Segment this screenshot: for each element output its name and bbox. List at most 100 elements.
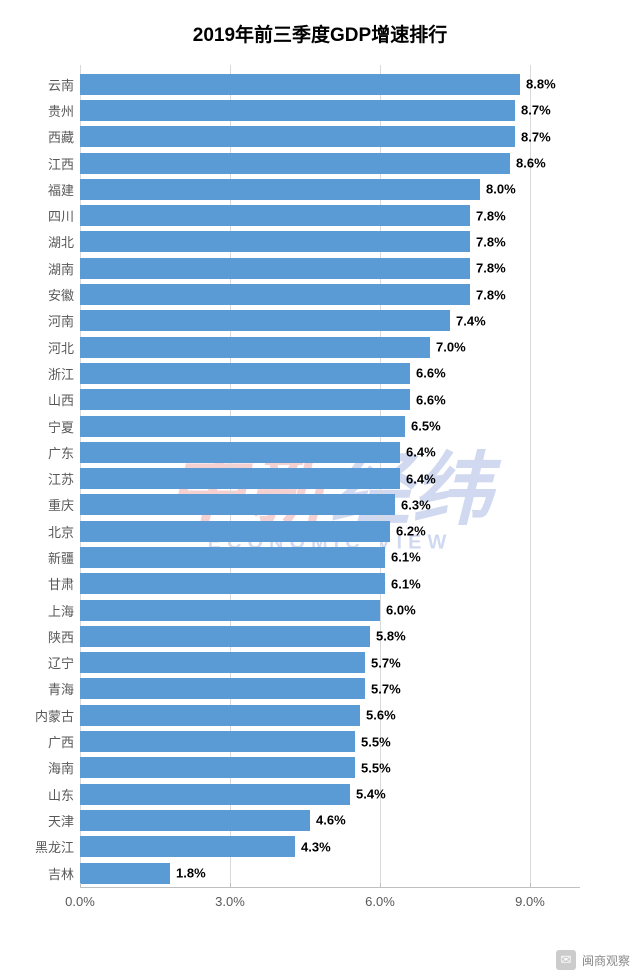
bar-row: 河北7.0% <box>80 334 580 360</box>
bar-value-label: 6.4% <box>406 471 436 486</box>
category-label: 上海 <box>20 601 74 620</box>
bar: 5.5% <box>80 757 355 778</box>
bar: 1.8% <box>80 863 170 884</box>
category-label: 浙江 <box>20 364 74 383</box>
bar: 7.4% <box>80 310 450 331</box>
bar-row: 贵州8.7% <box>80 97 580 123</box>
bar-value-label: 6.6% <box>416 366 446 381</box>
bar: 6.5% <box>80 416 405 437</box>
bar-row: 广东6.4% <box>80 439 580 465</box>
x-tick-label: 6.0% <box>365 894 395 909</box>
bar: 6.4% <box>80 468 400 489</box>
category-label: 宁夏 <box>20 417 74 436</box>
bar: 5.7% <box>80 678 365 699</box>
source-label: 闽商观察 <box>582 952 630 969</box>
bar: 6.2% <box>80 521 390 542</box>
bar-value-label: 6.5% <box>411 419 441 434</box>
bar-value-label: 6.3% <box>401 497 431 512</box>
category-label: 吉林 <box>20 864 74 883</box>
bar-value-label: 8.7% <box>521 129 551 144</box>
bar-value-label: 6.4% <box>406 445 436 460</box>
category-label: 四川 <box>20 206 74 225</box>
bar-value-label: 7.0% <box>436 340 466 355</box>
x-tick-label: 3.0% <box>215 894 245 909</box>
bar-value-label: 5.8% <box>376 629 406 644</box>
category-label: 江苏 <box>20 469 74 488</box>
bar-value-label: 5.5% <box>361 734 391 749</box>
bar-row: 新疆6.1% <box>80 544 580 570</box>
category-label: 内蒙古 <box>20 706 74 725</box>
category-label: 山西 <box>20 390 74 409</box>
category-label: 重庆 <box>20 495 74 514</box>
bar: 6.6% <box>80 363 410 384</box>
bar-row: 广西5.5% <box>80 728 580 754</box>
x-tick-label: 0.0% <box>65 894 95 909</box>
bar: 5.6% <box>80 705 360 726</box>
bar-row: 吉林1.8% <box>80 860 580 886</box>
bar-value-label: 7.8% <box>476 287 506 302</box>
bar-row: 浙江6.6% <box>80 360 580 386</box>
x-axis: 0.0%3.0%6.0%9.0% <box>80 887 580 915</box>
bar-row: 福建8.0% <box>80 176 580 202</box>
bar: 8.0% <box>80 179 480 200</box>
category-label: 辽宁 <box>20 653 74 672</box>
bar-value-label: 5.4% <box>356 787 386 802</box>
bar-row: 辽宁5.7% <box>80 650 580 676</box>
bar-row: 北京6.2% <box>80 518 580 544</box>
category-label: 河南 <box>20 311 74 330</box>
category-label: 西藏 <box>20 127 74 146</box>
bar-value-label: 7.8% <box>476 234 506 249</box>
category-label: 甘肃 <box>20 574 74 593</box>
bar: 7.8% <box>80 258 470 279</box>
category-label: 北京 <box>20 522 74 541</box>
x-tick-label: 9.0% <box>515 894 545 909</box>
category-label: 陕西 <box>20 627 74 646</box>
bar: 7.0% <box>80 337 430 358</box>
bar: 8.8% <box>80 74 520 95</box>
bar-value-label: 8.7% <box>521 103 551 118</box>
x-tick-mark <box>380 883 381 888</box>
bar-value-label: 6.2% <box>396 524 426 539</box>
gdp-growth-chart: 2019年前三季度GDP增速排行 中新经纬 ECONOMIC VIEW 云南8.… <box>0 0 640 976</box>
bar-row: 陕西5.8% <box>80 623 580 649</box>
bar-value-label: 7.4% <box>456 313 486 328</box>
category-label: 湖北 <box>20 232 74 251</box>
bar: 5.8% <box>80 626 370 647</box>
bar-row: 海南5.5% <box>80 755 580 781</box>
bar-value-label: 5.7% <box>371 681 401 696</box>
bar: 4.3% <box>80 836 295 857</box>
category-label: 江西 <box>20 154 74 173</box>
bar-row: 江西8.6% <box>80 150 580 176</box>
category-label: 海南 <box>20 758 74 777</box>
x-tick-mark <box>80 883 81 888</box>
bar-value-label: 6.0% <box>386 603 416 618</box>
bar: 6.6% <box>80 389 410 410</box>
bar: 8.6% <box>80 153 510 174</box>
bar-row: 黑龙江4.3% <box>80 834 580 860</box>
bar-row: 山东5.4% <box>80 781 580 807</box>
category-label: 天津 <box>20 811 74 830</box>
category-label: 广东 <box>20 443 74 462</box>
bar-value-label: 1.8% <box>176 866 206 881</box>
category-label: 黑龙江 <box>20 837 74 856</box>
bar: 5.7% <box>80 652 365 673</box>
bar-row: 宁夏6.5% <box>80 413 580 439</box>
bar-value-label: 5.6% <box>366 708 396 723</box>
category-label: 福建 <box>20 180 74 199</box>
bar: 6.3% <box>80 494 395 515</box>
bar-value-label: 5.5% <box>361 760 391 775</box>
bar-row: 河南7.4% <box>80 308 580 334</box>
bar: 5.5% <box>80 731 355 752</box>
category-label: 云南 <box>20 75 74 94</box>
bar: 6.4% <box>80 442 400 463</box>
footer-source: ✉ 闽商观察 <box>556 950 630 970</box>
bar: 6.0% <box>80 600 380 621</box>
bar-value-label: 4.3% <box>301 839 331 854</box>
bar-row: 安徽7.8% <box>80 281 580 307</box>
category-label: 安徽 <box>20 285 74 304</box>
bar-value-label: 6.1% <box>391 576 421 591</box>
bar-value-label: 6.6% <box>416 392 446 407</box>
bar-value-label: 5.7% <box>371 655 401 670</box>
category-label: 湖南 <box>20 259 74 278</box>
bar-value-label: 8.6% <box>516 156 546 171</box>
